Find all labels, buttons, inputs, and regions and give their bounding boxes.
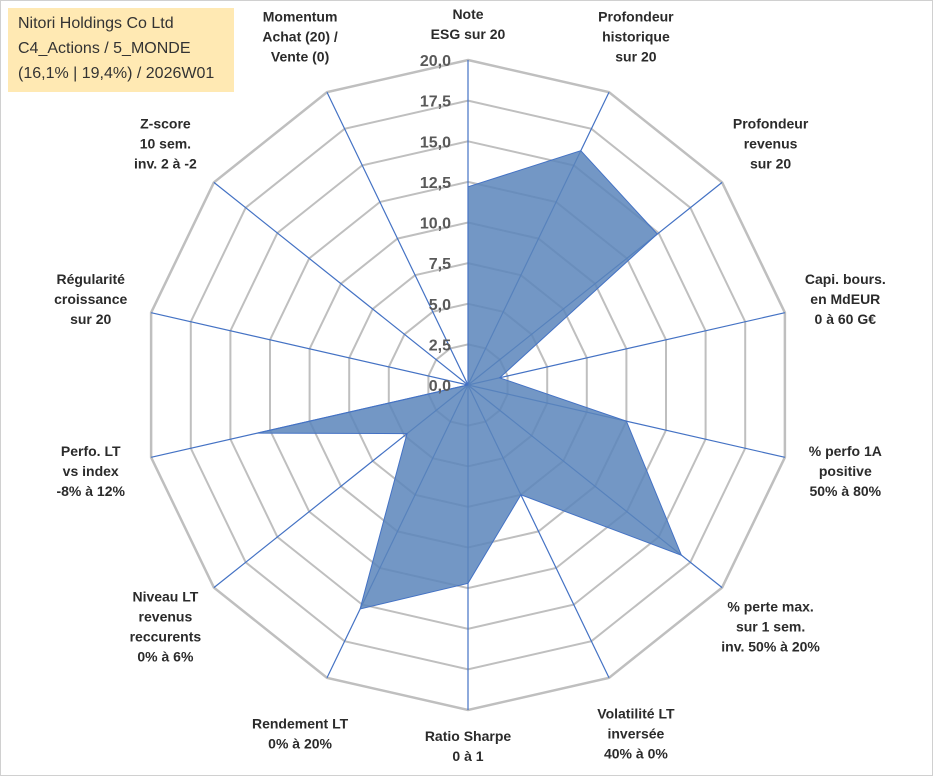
axis-label: % perfo 1A positive 50% à 80%	[809, 443, 882, 499]
axis-label-line: Momentum	[263, 8, 338, 24]
series-area	[257, 150, 683, 610]
axis-label: Note ESG sur 20	[431, 6, 506, 42]
axis-label-line: sur 20	[615, 48, 656, 64]
performance-week: (16,1% | 19,4%) / 2026W01	[18, 65, 215, 82]
axis-label-line: 50% à 80%	[809, 483, 881, 499]
series-polygon	[257, 150, 683, 610]
axis-label: Momentum Achat (20) / Vente (0)	[262, 8, 338, 64]
axis-label-line: 0% à 20%	[268, 736, 332, 752]
axis-label-line: Achat (20) /	[262, 28, 338, 44]
axis-label-line: sur 1 sem.	[736, 618, 805, 634]
tick-label: 20,0	[420, 53, 451, 70]
axis-label: Volatilité LT inversée 40% à 0%	[597, 706, 675, 762]
axis-label: Régularité croissance sur 20	[54, 271, 127, 327]
axis-labels: Note ESG sur 20 Profondeur historique sur 20…	[54, 6, 886, 764]
tick-label: 7,5	[429, 256, 451, 273]
tick-label: 12,5	[420, 175, 451, 192]
portfolio-category: C4_Actions / 5_MONDE	[18, 40, 191, 57]
axis-label: Capi. bours. en MdEUR 0 à 60 G€	[805, 271, 886, 327]
axis-label-line: revenus	[744, 136, 798, 152]
axis-label: Profondeur historique sur 20	[598, 8, 674, 64]
axis-label-line: vs index	[63, 463, 119, 479]
axis-label-line: historique	[602, 28, 670, 44]
axis-label-line: positive	[819, 463, 872, 479]
axis-label-line: Note	[452, 6, 483, 22]
axis-label-line: Z-score	[140, 116, 191, 132]
radial-ticks: 0,0 2,5 5,0 7,5 10,0 12,5 15,0 17,5 20,0	[420, 53, 451, 395]
tick-label: 0,0	[429, 378, 451, 395]
info-box: Nitori Holdings Co Ltd C4_Actions / 5_MO…	[8, 8, 234, 92]
axis-label-line: % perfo 1A	[809, 443, 882, 459]
tick-label: 17,5	[420, 94, 451, 111]
axis-spoke	[213, 181, 469, 386]
axis-label-line: 10 sem.	[140, 136, 191, 152]
axis-label: Perfo. LT vs index -8% à 12%	[56, 443, 125, 499]
axis-label-line: en MdEUR	[810, 291, 880, 307]
axis-label-line: -8% à 12%	[56, 483, 125, 499]
axis-spoke	[150, 312, 469, 386]
axis-label-line: Vente (0)	[271, 48, 329, 64]
axis-label-line: sur 20	[70, 311, 111, 327]
axis-label-line: croissance	[54, 291, 127, 307]
axis-label: Profondeur revenus sur 20	[733, 116, 809, 172]
axis-label-line: Capi. bours.	[805, 271, 886, 287]
axis-label-line: revenus	[139, 608, 193, 624]
axis-spoke	[467, 312, 786, 386]
axis-spoke	[326, 91, 469, 386]
axis-label-line: % perte max.	[727, 598, 813, 614]
axis-label-line: Régularité	[56, 271, 125, 287]
tick-label: 10,0	[420, 216, 451, 233]
axis-label-line: Profondeur	[733, 116, 809, 132]
axis-label: Ratio Sharpe 0 à 1	[425, 728, 512, 764]
axis-label: Rendement LT 0% à 20%	[252, 716, 349, 752]
axis-label-line: sur 20	[750, 156, 791, 172]
axis-label-line: 0 à 60 G€	[815, 311, 877, 327]
tick-label: 2,5	[429, 337, 451, 354]
axis-label-line: inversée	[607, 726, 664, 742]
axis-label-line: reccurents	[130, 628, 202, 644]
axis-label-line: ESG sur 20	[431, 26, 506, 42]
axis-label-line: Perfo. LT	[61, 443, 121, 459]
axis-label: Z-score 10 sem. inv. 2 à -2	[134, 116, 197, 172]
axis-label-line: 40% à 0%	[604, 746, 668, 762]
axis-label-line: Rendement LT	[252, 716, 349, 732]
axis-label-line: Niveau LT	[132, 588, 198, 604]
axis-label-line: inv. 50% à 20%	[721, 638, 820, 654]
axis-label: Niveau LT revenus reccurents 0% à 6%	[130, 588, 202, 664]
axis-label-line: Ratio Sharpe	[425, 728, 512, 744]
tick-label: 15,0	[420, 134, 451, 151]
axis-label-line: 0% à 6%	[137, 648, 194, 664]
axis-label-line: Profondeur	[598, 8, 674, 24]
axis-label-line: inv. 2 à -2	[134, 156, 197, 172]
axis-label-line: Volatilité LT	[597, 706, 675, 722]
axis-label: % perte max. sur 1 sem. inv. 50% à 20%	[721, 598, 820, 654]
tick-label: 5,0	[429, 297, 451, 314]
axis-label-line: 0 à 1	[452, 748, 483, 764]
company-name: Nitori Holdings Co Ltd	[18, 15, 174, 32]
